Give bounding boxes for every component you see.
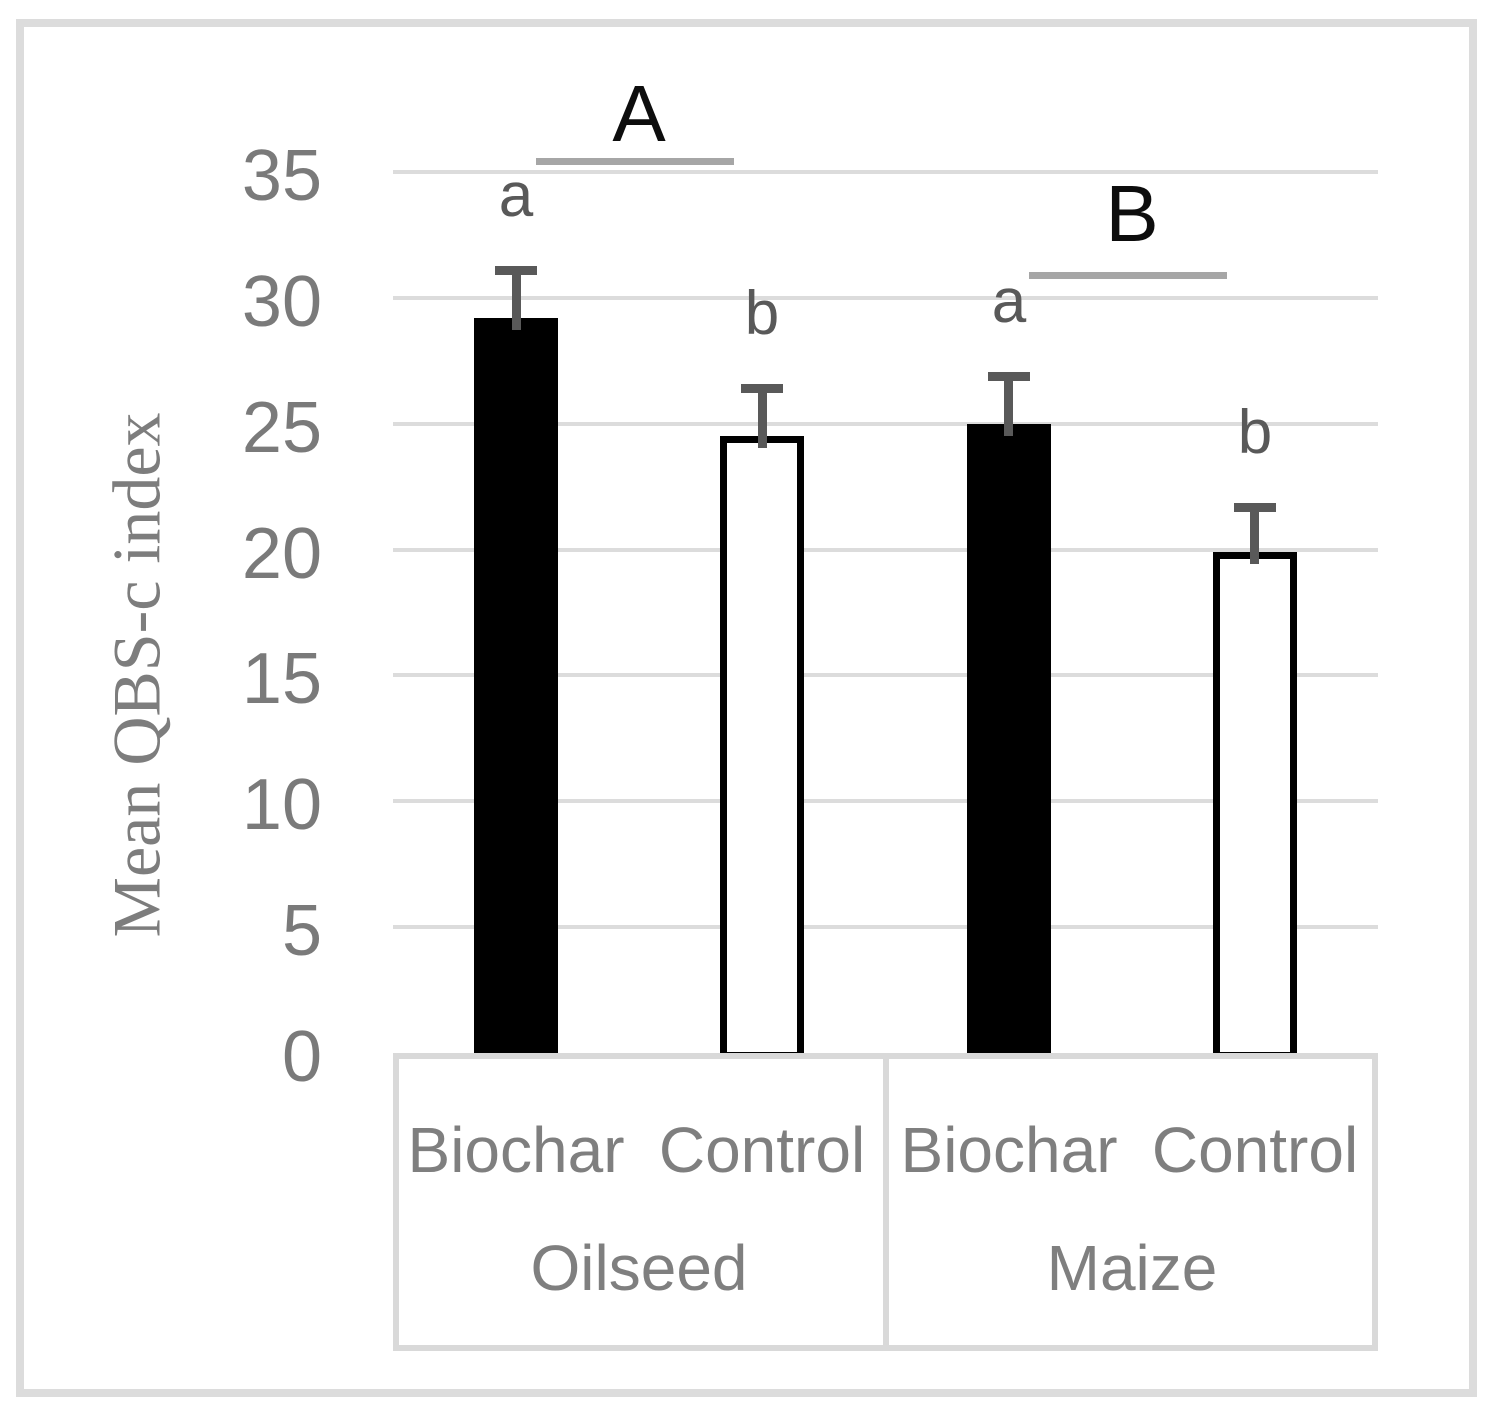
category-axis-box	[393, 1053, 1378, 1351]
sig-letter-maize-biochar: a	[991, 267, 1027, 336]
bar-oilseed-biochar	[474, 318, 558, 1059]
bar-oilseed-control	[720, 436, 804, 1059]
group-underline-A	[536, 158, 734, 165]
group-letter-A: A	[612, 69, 666, 158]
y-tick-label-30: 30	[241, 262, 322, 342]
gridline-30	[393, 296, 1378, 300]
y-tick-label-5: 5	[281, 891, 322, 971]
y-tick-label-10: 10	[241, 765, 322, 845]
error-bar-line-maize-biochar	[1004, 376, 1013, 436]
gridline-35	[393, 170, 1378, 174]
bar-maize-control	[1213, 552, 1297, 1059]
sig-letter-maize-control: b	[1237, 398, 1273, 467]
gridline-5	[393, 925, 1378, 929]
error-bar-cap-oilseed-biochar	[495, 266, 537, 275]
gridline-15	[393, 673, 1378, 677]
y-tick-label-20: 20	[241, 514, 322, 594]
y-tick-label-0: 0	[281, 1017, 322, 1097]
y-tick-label-25: 25	[241, 388, 322, 468]
gridline-20	[393, 548, 1378, 552]
error-bar-cap-oilseed-control	[741, 384, 783, 393]
error-bar-line-oilseed-biochar	[512, 270, 521, 330]
error-bar-line-oilseed-control	[758, 388, 767, 448]
sig-letter-oilseed-biochar: a	[498, 161, 534, 230]
group-letter-B: B	[1105, 169, 1159, 258]
gridline-10	[393, 799, 1378, 803]
y-tick-label-15: 15	[241, 639, 322, 719]
y-tick-label-35: 35	[241, 136, 322, 216]
error-bar-line-maize-control	[1250, 507, 1259, 564]
bar-maize-biochar	[967, 424, 1051, 1059]
figure-border	[16, 19, 1477, 1397]
error-bar-cap-maize-biochar	[988, 372, 1030, 381]
sig-letter-oilseed-control: b	[744, 279, 780, 348]
error-bar-cap-maize-control	[1234, 503, 1276, 512]
gridline-25	[393, 422, 1378, 426]
category-group-divider	[883, 1059, 889, 1345]
group-underline-B	[1029, 272, 1227, 279]
